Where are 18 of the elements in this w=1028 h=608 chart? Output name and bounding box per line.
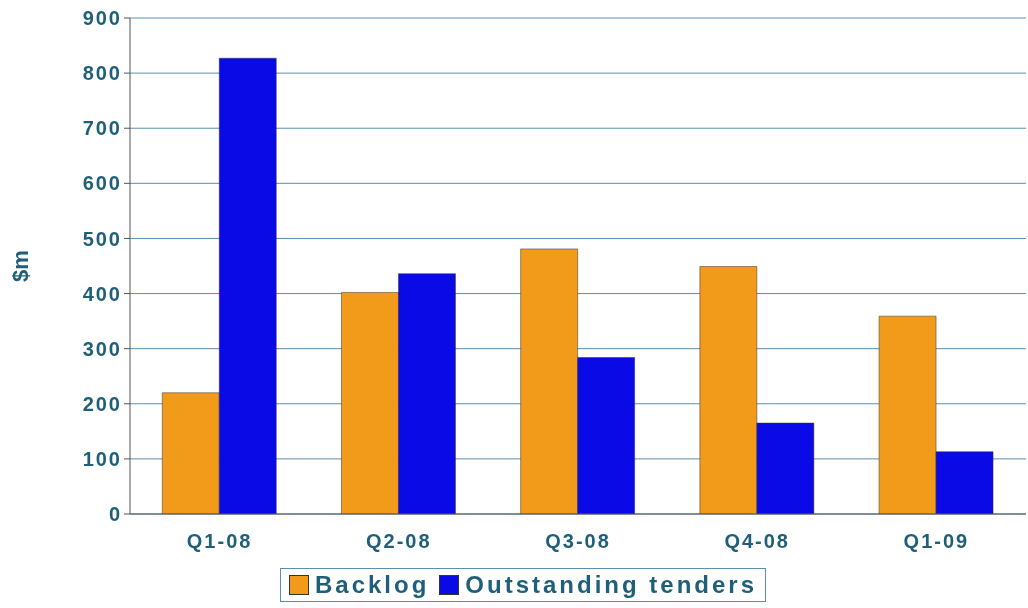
x-tick-label: Q3-08 — [545, 530, 611, 553]
x-tick-label: Q1-09 — [903, 530, 970, 553]
y-tick-label: 400 — [82, 282, 122, 305]
x-tick-label: Q2-08 — [366, 530, 432, 553]
y-tick-label: 100 — [82, 447, 122, 470]
x-tick-label: Q1-08 — [186, 530, 253, 553]
y-tick-label: 600 — [82, 172, 122, 195]
y-tick-label: 800 — [82, 62, 122, 85]
legend-label: Outstanding tenders — [465, 571, 758, 599]
legend-label: Backlog — [314, 571, 430, 599]
x-tick-label: Q4-08 — [724, 530, 790, 553]
y-axis-title: $m — [7, 250, 33, 282]
y-tick-label: 700 — [82, 117, 122, 140]
y-tick-label: 0 — [108, 503, 122, 526]
y-tick-label: 900 — [82, 7, 122, 30]
y-tick-label: 500 — [82, 227, 122, 250]
y-tick-label: 300 — [82, 337, 122, 360]
y-tick-label: 200 — [82, 392, 122, 415]
